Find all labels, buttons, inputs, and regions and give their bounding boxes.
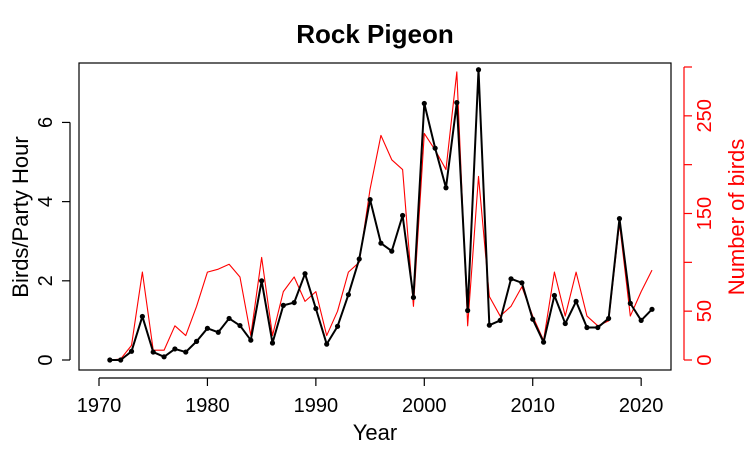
x-tick-label: 2010 (510, 395, 555, 417)
data-point (649, 306, 655, 312)
x-axis-label: Year (353, 420, 397, 445)
x-tick-label: 1990 (294, 395, 339, 417)
y-tick-label: 0 (35, 354, 57, 365)
data-point (454, 100, 460, 106)
data-point (215, 329, 221, 335)
y2-axis-label: Number of birds (724, 139, 749, 296)
data-point (204, 325, 211, 331)
data-point (118, 357, 124, 363)
data-point (540, 339, 547, 345)
data-point (421, 100, 427, 107)
y2-tick-label: 50 (694, 300, 716, 322)
series-layer (107, 67, 655, 363)
y-tick-label: 4 (35, 196, 57, 207)
data-point (410, 294, 417, 301)
data-point (530, 316, 536, 322)
y2-tick-label: 0 (694, 354, 716, 365)
data-point (193, 338, 200, 344)
data-point (226, 315, 232, 322)
y-tick-label: 6 (35, 117, 57, 128)
data-point (269, 340, 276, 346)
data-point (107, 357, 113, 363)
data-point (465, 307, 471, 314)
x-tick-label: 1970 (77, 395, 122, 417)
data-point (551, 292, 558, 299)
data-point (334, 323, 341, 329)
data-point (150, 349, 156, 355)
data-point (486, 322, 492, 328)
x-axis: 1970 1980 1990 2000 2010 2020 (77, 377, 664, 417)
data-point (573, 298, 579, 304)
data-point (367, 197, 373, 203)
data-point (313, 305, 319, 312)
x-tick-label: 1980 (185, 395, 230, 417)
y2-tick-label: 150 (694, 197, 716, 230)
data-point (378, 240, 384, 246)
data-point (638, 317, 644, 324)
data-point (606, 315, 612, 322)
y2-tick-label: 250 (694, 99, 716, 132)
data-point (161, 354, 167, 360)
y-axis-right: 0 50 150 250 (683, 66, 716, 366)
data-point (280, 302, 286, 308)
data-point (183, 349, 189, 355)
data-point (584, 324, 590, 331)
data-point (324, 341, 330, 347)
x-tick-label: 2020 (619, 395, 664, 417)
y-axis-label: Birds/Party Hour (8, 136, 33, 297)
data-point (627, 300, 633, 306)
series-line-number-of-birds (109, 71, 653, 361)
data-point (497, 317, 503, 324)
data-point (562, 320, 568, 327)
data-point (139, 313, 145, 320)
data-point (519, 280, 525, 286)
x-tick-label: 2000 (402, 395, 447, 417)
data-point (432, 145, 438, 151)
data-point (356, 256, 362, 262)
data-point (302, 271, 308, 277)
y-tick-label: 2 (35, 275, 57, 286)
data-point (389, 248, 395, 254)
data-point (508, 276, 514, 282)
y-axis-left: 0 2 4 6 (35, 117, 71, 366)
data-point (345, 292, 351, 298)
data-point (248, 337, 254, 343)
data-point (616, 216, 623, 222)
chart-title: Rock Pigeon (296, 19, 453, 49)
data-point (475, 67, 482, 73)
series-line-birds-per-party-hour (109, 68, 653, 361)
data-point (291, 299, 297, 306)
data-point (400, 212, 406, 219)
data-point (443, 185, 449, 191)
data-point (172, 346, 178, 352)
data-point (259, 278, 265, 284)
data-point (237, 322, 243, 329)
data-point (128, 348, 135, 354)
plot-frame (78, 62, 672, 371)
data-point (595, 324, 601, 331)
